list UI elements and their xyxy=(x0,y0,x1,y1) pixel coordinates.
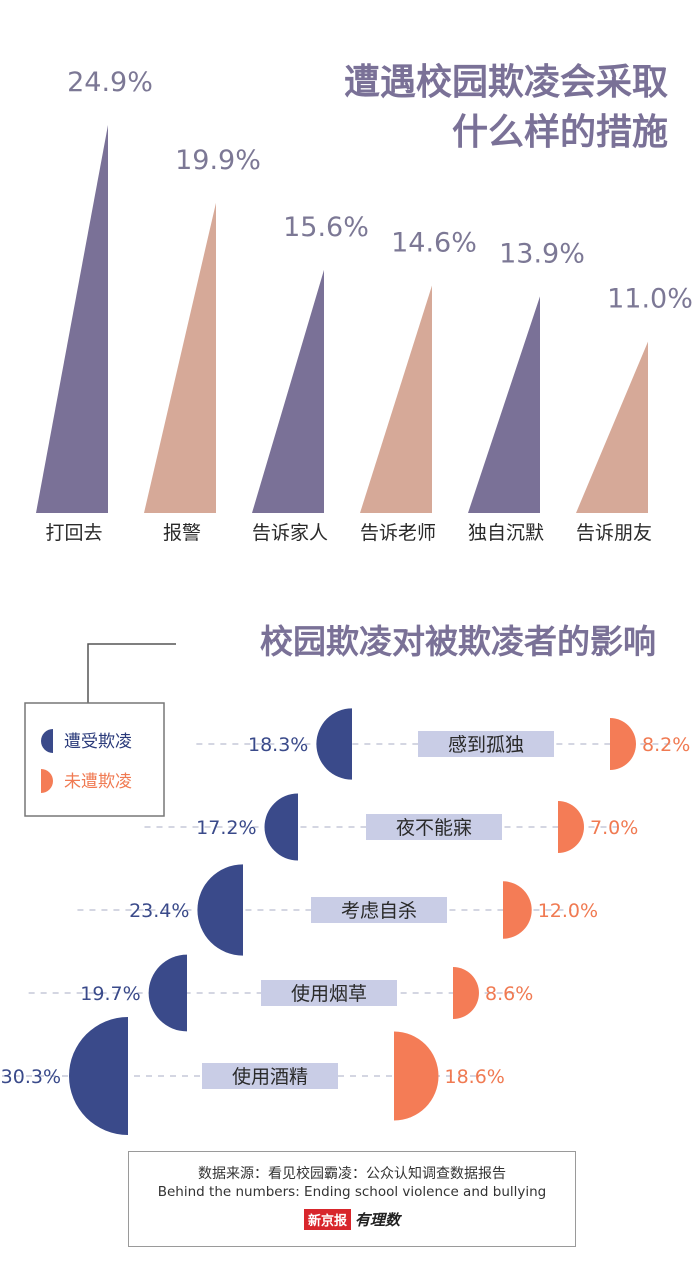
category-label-4: 告诉老师 xyxy=(360,522,436,544)
chart1-title-line2: 什么样的措施 xyxy=(452,112,668,153)
title-connector xyxy=(87,643,176,703)
value-label-4: 14.6% xyxy=(391,227,477,258)
not-bullied-half-2 xyxy=(558,801,584,853)
not-bullied-value-5: 18.6% xyxy=(445,1066,505,1088)
not-bullied-half-5 xyxy=(394,1031,439,1121)
source-box: 数据来源：看见校园霸凌：公众认知调查数据报告 Behind the number… xyxy=(128,1151,576,1247)
category-label-1: 打回去 xyxy=(45,522,102,544)
category-label-4: 使用烟草 xyxy=(291,983,367,1005)
legend-label-1: 遭受欺凌 xyxy=(64,732,132,752)
value-label-3: 15.6% xyxy=(283,212,369,243)
category-tag-5 xyxy=(202,1063,338,1089)
bullied-half-2 xyxy=(264,793,298,861)
not-bullied-value-3: 12.0% xyxy=(538,900,598,922)
category-tag-2 xyxy=(366,814,502,840)
bullied-half-1 xyxy=(316,708,352,780)
legend-label-2: 未遭欺凌 xyxy=(64,772,132,792)
source-line-cn: 数据来源：看见校园霸凌：公众认知调查数据报告 xyxy=(198,1166,506,1182)
bar-1 xyxy=(36,125,108,513)
category-tag-1 xyxy=(418,731,554,757)
category-tag-3 xyxy=(311,897,447,923)
chart2-title: 校园欺凌对被欺凌者的影响 xyxy=(260,622,656,661)
logo-youlishu: 有理数 xyxy=(355,1211,401,1229)
category-label-3: 告诉家人 xyxy=(252,522,328,544)
legend-box xyxy=(24,702,165,817)
value-label-6: 11.0% xyxy=(607,284,693,315)
value-label-1: 24.9% xyxy=(67,67,153,98)
bullied-value-4: 19.7% xyxy=(80,983,140,1005)
category-label-5: 独自沉默 xyxy=(468,522,544,544)
not-bullied-value-2: 7.0% xyxy=(590,817,638,839)
not-bullied-value-1: 8.2% xyxy=(642,734,690,756)
bullied-half-3 xyxy=(197,864,243,956)
bar-5 xyxy=(468,296,540,513)
bar-6 xyxy=(576,341,648,513)
bar-3 xyxy=(252,269,324,513)
category-label-2: 夜不能寐 xyxy=(396,817,472,839)
publisher-logo: 新京报 有理数 xyxy=(129,1209,575,1230)
bullied-half-4 xyxy=(148,954,187,1032)
bullied-value-1: 18.3% xyxy=(248,734,308,756)
bar-2 xyxy=(144,202,216,513)
category-label-6: 告诉朋友 xyxy=(576,522,652,544)
category-tag-4 xyxy=(261,980,397,1006)
chart1-title-line1: 遭遇校园欺凌会采取 xyxy=(344,62,668,103)
bullied-half-5 xyxy=(69,1017,128,1135)
bullied-value-5: 30.3% xyxy=(1,1066,61,1088)
bullied-value-3: 23.4% xyxy=(129,900,189,922)
not-bullied-half-3 xyxy=(503,881,532,939)
category-label-1: 感到孤独 xyxy=(448,734,524,756)
category-label-5: 使用酒精 xyxy=(232,1066,308,1088)
legend-marker-1 xyxy=(41,729,53,753)
not-bullied-half-1 xyxy=(610,718,636,770)
bullied-value-2: 17.2% xyxy=(196,817,256,839)
logo-xinjingbao: 新京报 xyxy=(303,1209,351,1230)
category-label-3: 考虑自杀 xyxy=(341,900,417,922)
not-bullied-half-4 xyxy=(453,967,479,1019)
bar-4 xyxy=(360,285,432,513)
source-line-en: Behind the numbers: Ending school violen… xyxy=(157,1184,547,1200)
not-bullied-value-4: 8.6% xyxy=(485,983,533,1005)
category-label-2: 报警 xyxy=(163,522,201,544)
value-label-5: 13.9% xyxy=(499,238,585,269)
value-label-2: 19.9% xyxy=(175,145,261,176)
legend-marker-2 xyxy=(41,769,53,793)
